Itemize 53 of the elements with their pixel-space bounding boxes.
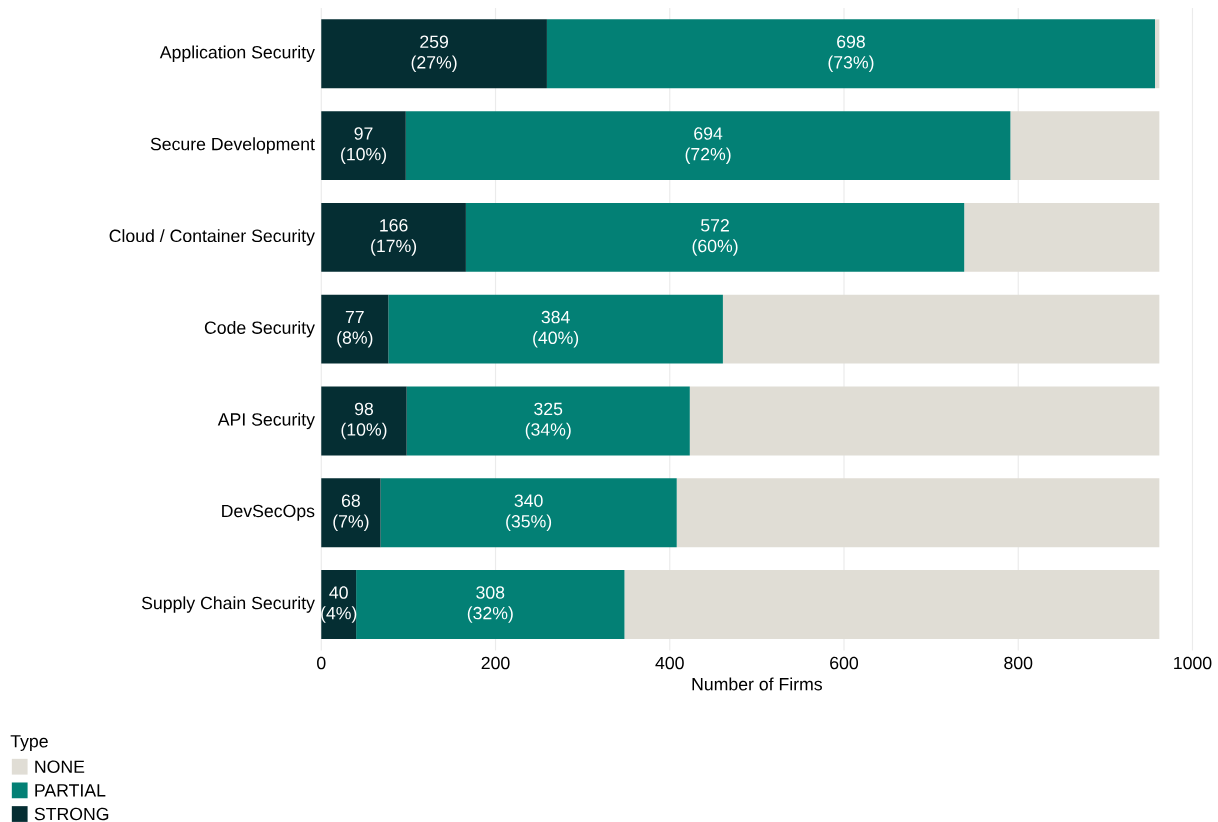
data-label: 166 (17%): [371, 219, 417, 256]
y-tick-label: Cloud / Container Security: [109, 229, 315, 246]
y-tick-label: Supply Chain Security: [141, 596, 315, 613]
y-tick-label: API Security: [217, 412, 315, 430]
bar: [1010, 111, 1160, 181]
bar: [722, 294, 1160, 364]
legend-label: NONE: [35, 760, 85, 774]
bar: [321, 294, 389, 364]
data-label: 40 (4%): [321, 586, 357, 623]
x-tick-label: 600: [830, 656, 859, 670]
y-tick-label: Application Security: [159, 45, 315, 63]
data-label: 308 (32%): [467, 586, 513, 623]
bar: [321, 386, 407, 456]
bar: [689, 386, 1160, 456]
data-label: 77 (8%): [337, 310, 373, 348]
bar: [546, 19, 1156, 89]
x-tick-label: 800: [1004, 656, 1033, 670]
y-tick-label: Code Security: [204, 320, 315, 338]
legend-title: Type: [10, 735, 48, 752]
bar: [388, 294, 723, 364]
data-label: 698 (73%): [828, 35, 874, 73]
bar: [356, 570, 625, 639]
bar: [321, 478, 381, 548]
bar: [321, 203, 466, 272]
bar: [964, 203, 1160, 272]
data-label: 694 (72%): [685, 127, 731, 164]
bar: [1155, 19, 1160, 89]
bar: [321, 570, 357, 639]
bar: [321, 19, 547, 89]
bar: [465, 203, 965, 272]
bar: [405, 111, 1011, 181]
data-label: 68 (7%): [333, 494, 369, 532]
x-tick-label: 1000: [1174, 656, 1212, 670]
bar: [321, 111, 406, 181]
x-tick-label: 200: [481, 656, 510, 670]
legend-label: PARTIAL: [35, 784, 106, 797]
x-axis-title: Number of Firms: [692, 677, 822, 691]
y-tick-label: DevSecOps: [222, 504, 315, 521]
data-label: 97 (10%): [341, 127, 387, 164]
data-label: 98 (10%): [341, 402, 387, 440]
bar: [380, 478, 677, 548]
data-label: 572 (60%): [692, 219, 738, 256]
x-tick-label: 400: [655, 656, 684, 670]
data-label: 384 (40%): [533, 310, 579, 348]
bar: [624, 570, 1160, 639]
bar: [406, 386, 690, 456]
bar: [676, 478, 1160, 548]
y-tick-label: Secure Development: [150, 137, 315, 154]
x-tick-label: 0: [317, 656, 326, 670]
data-label: 325 (34%): [525, 402, 571, 440]
legend-label: STRONG: [34, 807, 109, 821]
data-label: 259 (27%): [411, 35, 457, 73]
data-label: 340 (35%): [506, 494, 552, 532]
